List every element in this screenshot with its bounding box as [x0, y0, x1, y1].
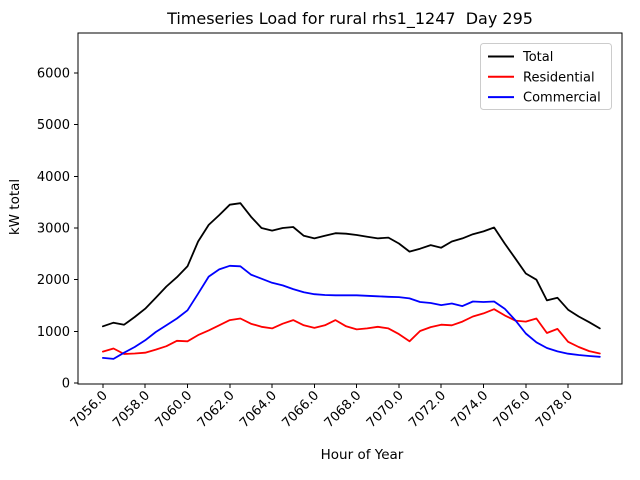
x-tick-label: 7060.0 — [153, 388, 196, 431]
y-tick-label: 0 — [62, 377, 70, 392]
legend-label-commercial: Commercial — [523, 91, 601, 106]
y-axis-label: kW total — [7, 179, 23, 235]
x-tick-label: 7078.0 — [533, 388, 576, 431]
axes-frame — [77, 32, 623, 385]
x-tick-label: 7070.0 — [364, 388, 407, 431]
x-tick-label: 7056.0 — [68, 388, 111, 431]
x-tick-label: 7066.0 — [279, 388, 322, 431]
x-tick-label: 7062.0 — [195, 388, 238, 431]
y-tick-label: 4000 — [37, 170, 70, 185]
series-line-residential — [102, 308, 601, 355]
legend-entries: Total Residential Commercial — [488, 50, 601, 106]
x-tick-label: 7072.0 — [406, 388, 449, 431]
legend: Total Residential Commercial — [480, 43, 612, 110]
series-lines — [102, 202, 601, 360]
y-tick-label: 6000 — [37, 66, 70, 81]
y-tick-label: 2000 — [37, 273, 70, 288]
legend-label-residential: Residential — [523, 70, 595, 85]
x-tick-label: 7064.0 — [237, 388, 280, 431]
legend-frame — [480, 43, 612, 110]
y-tick-label: 5000 — [37, 118, 70, 133]
series-line-total — [102, 202, 601, 330]
y-tick-label: 1000 — [37, 325, 70, 340]
chart-title: Timeseries Load for rural rhs1_1247 Day … — [166, 9, 533, 29]
x-tick-label: 7068.0 — [322, 388, 365, 431]
y-tick-label: 3000 — [37, 222, 70, 237]
x-tick-label: 7058.0 — [110, 388, 153, 431]
x-tick-label: 7076.0 — [491, 388, 534, 431]
series-line-commercial — [102, 264, 601, 360]
x-tick-label: 7074.0 — [449, 388, 492, 431]
legend-label-total: Total — [522, 50, 553, 65]
x-axis-label: Hour of Year — [321, 447, 404, 463]
